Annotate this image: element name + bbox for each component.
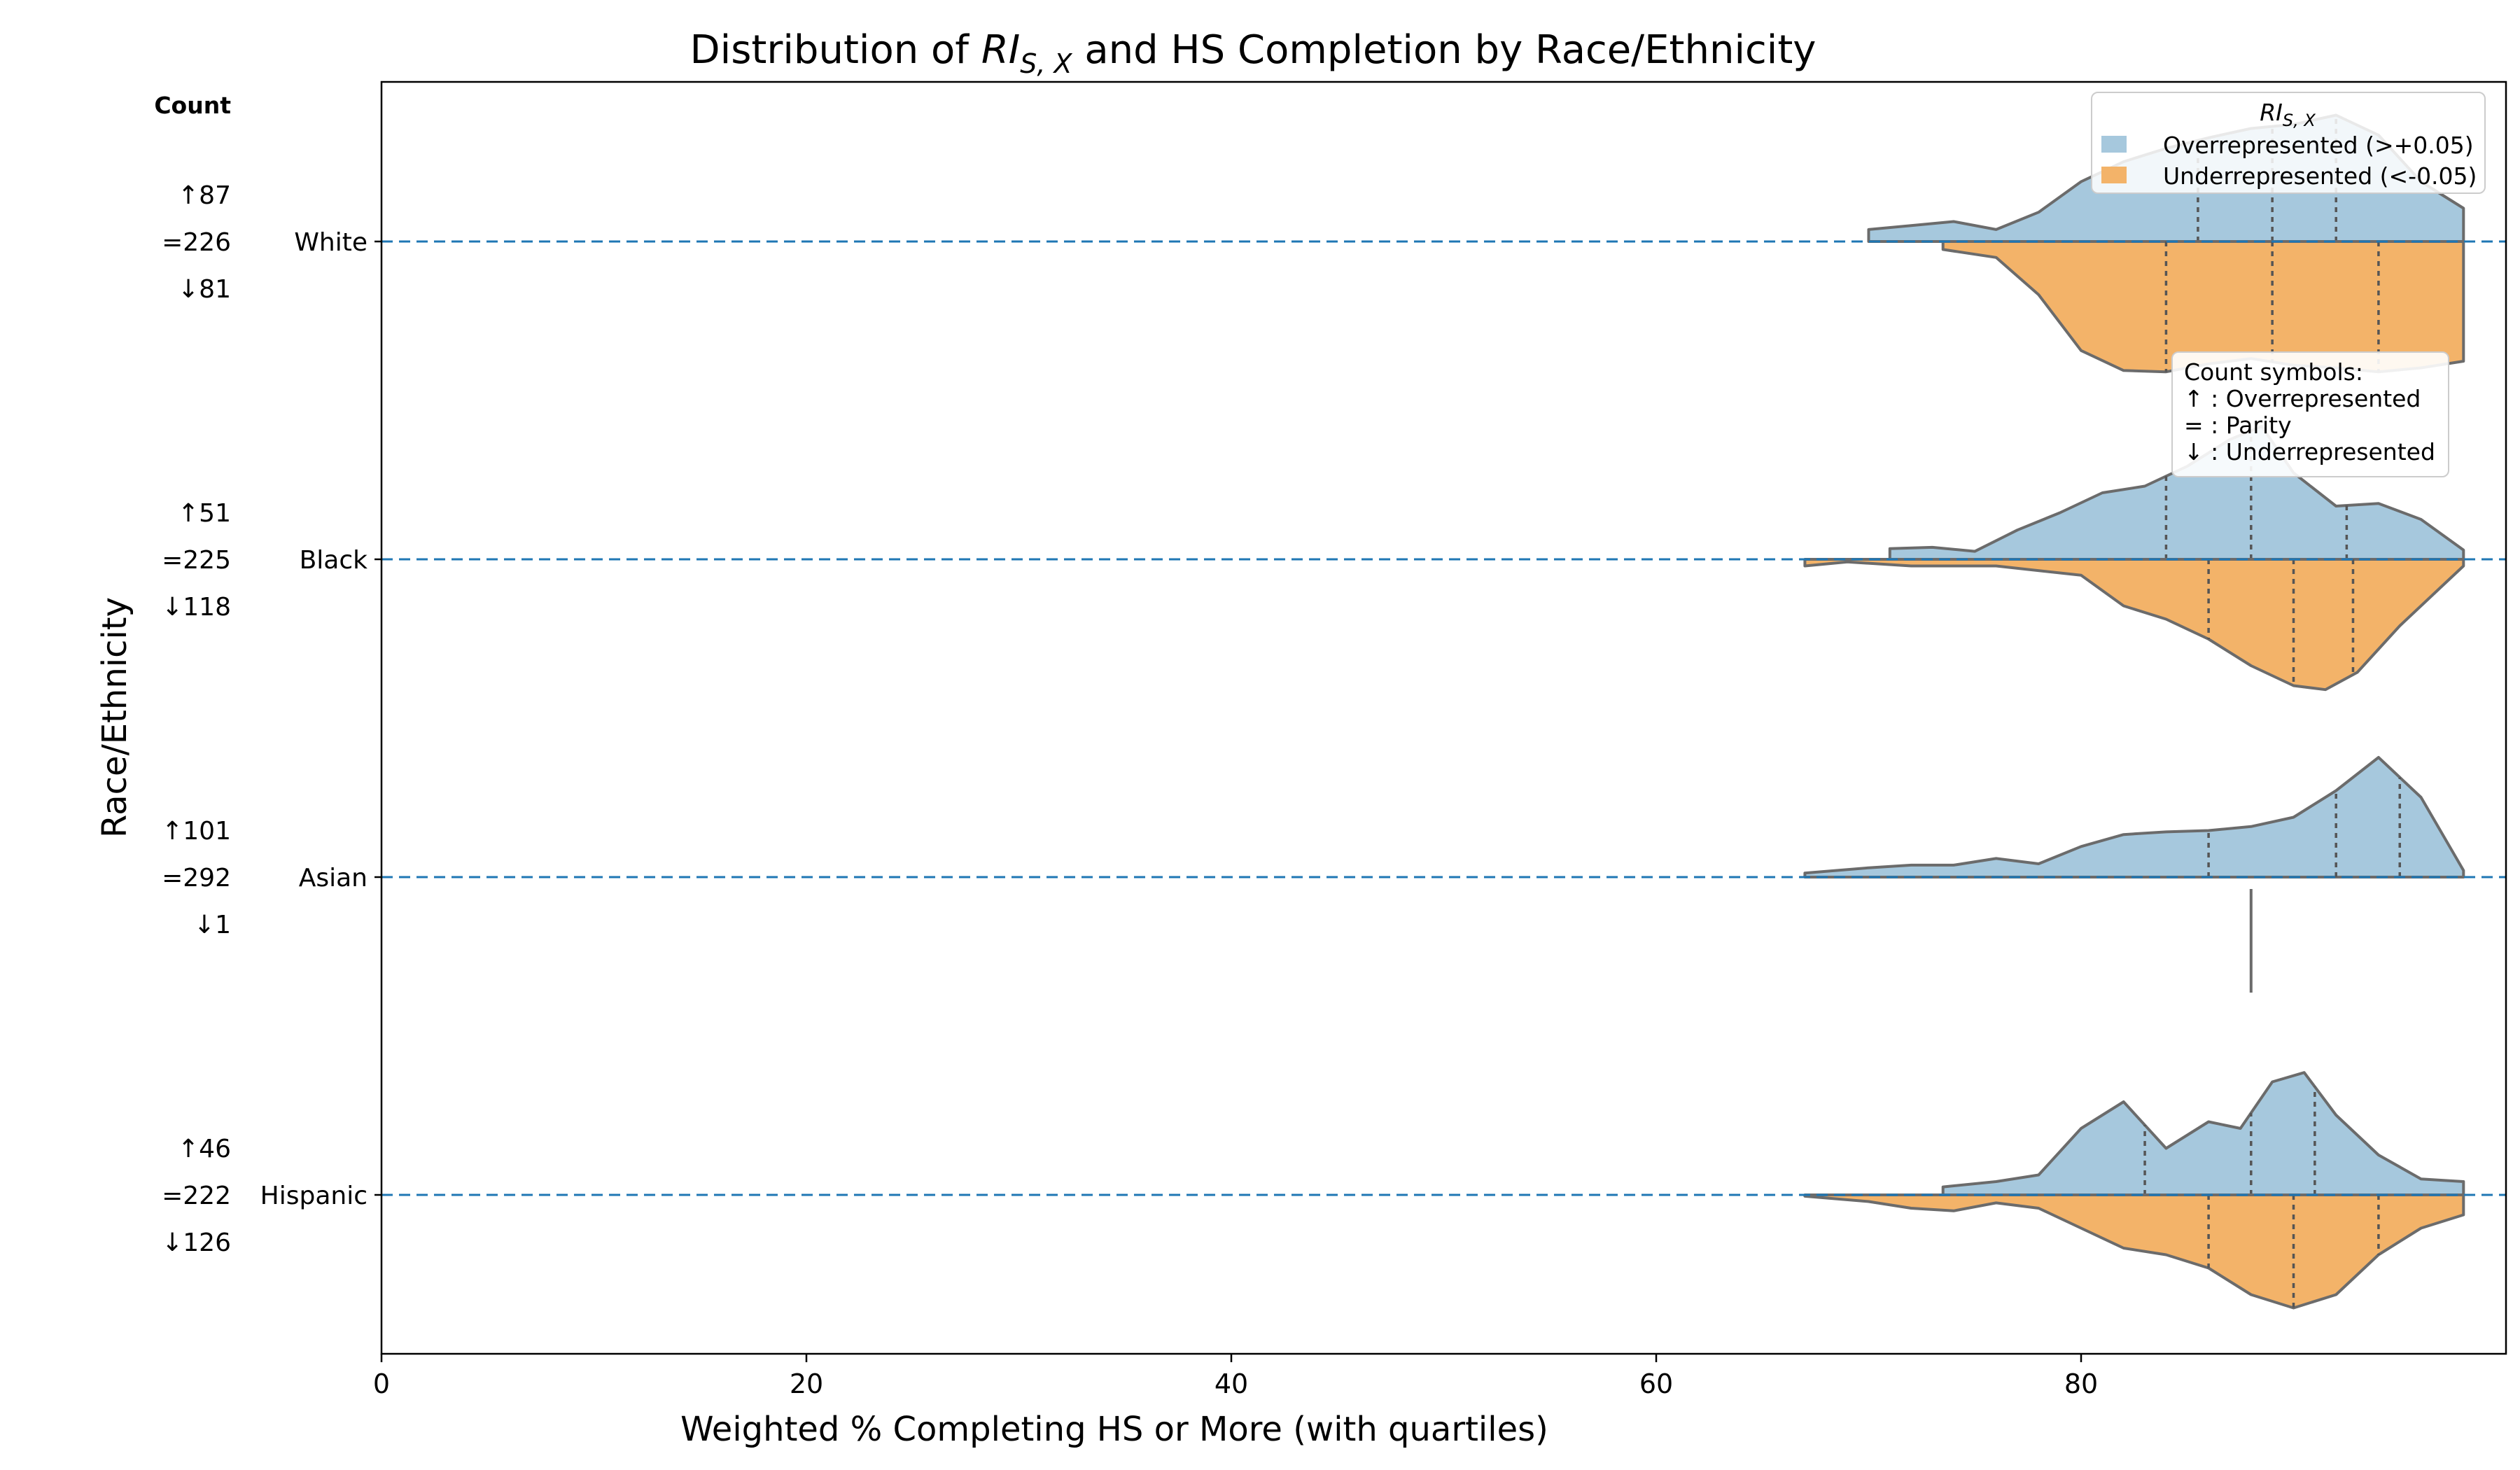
count-white-over: ↑87 <box>178 181 231 210</box>
y-axis-title: Race/Ethnicity <box>95 597 134 838</box>
title-suffix: and HS Completion by Race/Ethnicity <box>1072 27 1816 73</box>
note-line-under: ↓ : Underrepresented <box>2184 438 2435 465</box>
x-tick-label-40: 40 <box>1214 1368 1248 1399</box>
legend-frame <box>2091 92 2486 194</box>
count-black-under: ↓118 <box>162 593 231 622</box>
title-prefix: Distribution of <box>690 27 981 73</box>
plot-frame <box>380 80 2507 1355</box>
count-black-parity: =225 <box>162 546 231 575</box>
legend-label-under: Underrepresented (<-0.05) <box>2163 162 2477 190</box>
violin-layer <box>1803 113 2465 1310</box>
violin-hispanic-under <box>1803 1194 2465 1310</box>
legend: RIS, X Overrepresented (>+0.05) Underrep… <box>2091 92 2486 194</box>
count-white-parity: =226 <box>162 228 231 257</box>
count-black-over: ↑51 <box>178 499 231 528</box>
violin-black-under <box>1803 558 2465 692</box>
legend-label-over: Overrepresented (>+0.05) <box>2163 132 2474 159</box>
y-tick-label-white: White <box>294 228 368 257</box>
x-axis-title: Weighted % Completing HS or More (with q… <box>680 1410 1548 1449</box>
category-guide-lines <box>382 240 2506 1196</box>
title-math-main: RI <box>981 27 1020 73</box>
legend-title-main: RI <box>2260 99 2283 126</box>
x-tick-label-80: 80 <box>2064 1368 2098 1399</box>
count-asian-under: ↓1 <box>194 911 231 939</box>
count-header: Count <box>154 92 231 119</box>
count-column: Count ↑87 =226 ↓81 ↑51 =225 ↓118 ↑101 =292 ↓1 ↑46… <box>154 92 231 1257</box>
chart-title: Distribution of RIS, X and HS Completion… <box>690 27 1816 79</box>
y-tick-label-black: Black <box>300 546 368 575</box>
x-axis: 0 20 40 60 80 <box>373 1354 2098 1399</box>
title-math-sub: S, X <box>1020 48 1072 79</box>
count-hispanic-under: ↓126 <box>162 1228 231 1257</box>
legend-title-sub: S, X <box>2283 111 2316 130</box>
violin-asian-over <box>1803 756 2465 878</box>
count-asian-over: ↑101 <box>162 817 231 846</box>
count-hispanic-parity: =222 <box>162 1182 231 1210</box>
note-line-parity: = : Parity <box>2184 412 2292 439</box>
count-symbols-note: Count symbols: ↑ : Overrepresented = : P… <box>2171 351 2449 477</box>
note-line-over: ↑ : Overrepresented <box>2184 385 2421 412</box>
note-title: Count symbols: <box>2184 358 2363 386</box>
count-white-under: ↓81 <box>178 275 231 304</box>
note-frame <box>2171 351 2449 477</box>
y-tick-label-hispanic: Hispanic <box>260 1182 368 1210</box>
legend-swatch-over <box>2101 136 2127 153</box>
count-asian-parity: =292 <box>162 864 231 892</box>
legend-title: RIS, X <box>2260 99 2316 130</box>
y-axis: White Black Asian Hispanic <box>260 228 382 1210</box>
legend-swatch-under <box>2101 167 2127 183</box>
x-tick-label-0: 0 <box>373 1368 390 1399</box>
x-tick-label-20: 20 <box>790 1368 823 1399</box>
violin-hispanic-over <box>1941 1071 2465 1196</box>
count-hispanic-over: ↑46 <box>178 1135 231 1163</box>
y-tick-label-asian: Asian <box>299 864 368 892</box>
x-tick-label-60: 60 <box>1639 1368 1673 1399</box>
